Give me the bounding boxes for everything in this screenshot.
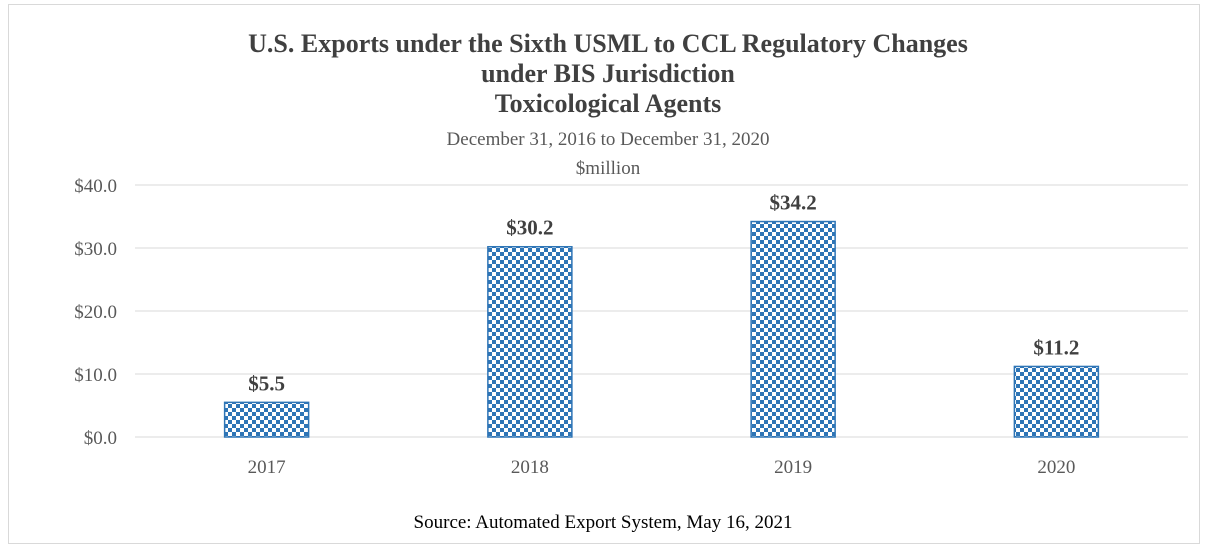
x-tick-label: 2019 (774, 457, 812, 478)
y-tick-label: $0.0 (84, 428, 117, 449)
y-axis: $0.0 $10.0 $20.0 $30.0 $40.0 (74, 176, 117, 449)
data-label-2017: $5.5 (248, 371, 285, 395)
y-tick-label: $20.0 (74, 302, 117, 323)
bar-2017 (223, 401, 310, 438)
chart-title-line-2: under BIS Jurisdiction (481, 59, 735, 88)
chart-subtitle-unit: $million (576, 158, 641, 179)
chart-subtitle-date-range: December 31, 2016 to December 31, 2020 (447, 129, 770, 150)
bar-2019 (750, 220, 836, 438)
data-label-2018: $30.2 (506, 216, 553, 240)
x-tick-label: 2017 (248, 457, 286, 478)
chart-title-line-1: U.S. Exports under the Sixth USML to CCL… (248, 29, 968, 58)
data-label-2019: $34.2 (770, 191, 817, 215)
data-label-2020: $11.2 (1033, 335, 1079, 359)
source-note: Source: Automated Export System, May 16,… (414, 512, 793, 533)
chart-title-line-3: Toxicological Agents (495, 89, 722, 118)
gridlines (135, 184, 1188, 438)
x-tick-label: 2020 (1037, 457, 1075, 478)
y-tick-label: $10.0 (74, 365, 117, 386)
y-tick-label: $30.0 (74, 239, 117, 260)
bar-2018 (487, 245, 573, 438)
bar-2020 (1013, 365, 1100, 438)
y-tick-label: $40.0 (74, 176, 117, 197)
chart-frame (8, 4, 1200, 544)
x-axis: 2017 2018 2019 2020 (248, 457, 1076, 478)
bars: $5.5 $30.2 $34.2 $11.2 (223, 191, 1100, 438)
x-tick-label: 2018 (511, 457, 549, 478)
